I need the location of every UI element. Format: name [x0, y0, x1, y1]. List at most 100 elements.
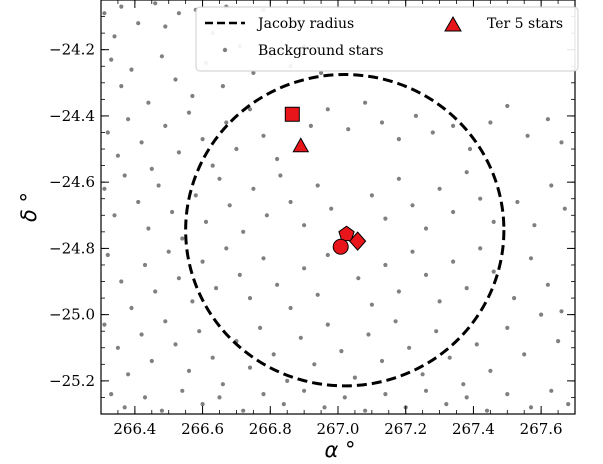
background-star-point: [325, 107, 330, 112]
background-star-point: [423, 272, 429, 277]
background-star-point: [200, 259, 205, 264]
background-star-point: [511, 296, 517, 301]
y-tick-label: −24.2: [49, 41, 95, 59]
background-star-point: [549, 388, 554, 393]
background-star-point: [261, 133, 266, 138]
background-star-point: [176, 150, 181, 155]
background-star-point: [136, 199, 141, 205]
background-star-point: [437, 299, 442, 304]
background-star-point: [214, 286, 219, 291]
background-star-point: [139, 332, 144, 337]
legend-box: [195, 6, 579, 72]
background-star-point: [369, 302, 374, 307]
background-star-point: [420, 372, 425, 377]
background-star-point: [302, 223, 307, 228]
background-star-point: [149, 358, 154, 364]
jacoby-radius-circle: [184, 73, 506, 388]
background-star-point: [322, 405, 327, 410]
ter5-triangle-point: [292, 137, 310, 153]
x-tick-label: 267.2: [384, 420, 427, 438]
background-star-point: [200, 402, 205, 407]
x-tick-label: 266.8: [249, 420, 292, 438]
background-star-point: [423, 226, 429, 231]
background-star-point: [217, 395, 222, 400]
background-star-point: [173, 342, 178, 347]
background-star-point: [156, 183, 161, 188]
x-tick-label: 267.0: [317, 420, 360, 438]
background-star-point: [275, 156, 280, 162]
background-star-point: [119, 84, 124, 89]
background-star-point: [329, 206, 334, 211]
background-star-point: [180, 388, 185, 393]
background-star-point: [464, 395, 469, 400]
background-star-point: [122, 405, 127, 410]
background-star-point: [396, 289, 401, 294]
background-star-point: [220, 84, 225, 89]
background-star-point: [119, 4, 124, 9]
ter5-diamond-point: [348, 231, 367, 251]
background-star-point: [115, 345, 120, 350]
ter5-stars-layer: [284, 106, 367, 255]
background-star-point: [423, 388, 429, 393]
background-star-point: [464, 170, 469, 175]
background-star-point: [410, 203, 415, 208]
background-star-point: [308, 123, 313, 128]
background-star-point: [559, 140, 564, 145]
x-tick-label: 267.4: [452, 420, 495, 438]
background-star-point: [363, 408, 368, 413]
background-star-point: [146, 100, 151, 105]
background-star-point: [396, 137, 401, 142]
background-star-point: [126, 117, 131, 122]
background-star-point: [203, 219, 209, 224]
background-star-point: [356, 276, 361, 281]
background-star-point: [190, 93, 195, 99]
background-star-point: [545, 117, 551, 122]
background-star-point: [126, 372, 131, 377]
background-star-point: [163, 319, 168, 324]
background-star-point: [410, 249, 415, 254]
background-star-point: [142, 395, 148, 400]
background-star-point: [102, 322, 107, 327]
background-star-point: [407, 345, 412, 350]
background-star-point: [278, 173, 283, 178]
background-star-point: [522, 352, 527, 357]
background-star-point: [549, 183, 554, 188]
background-star-point: [379, 120, 385, 125]
background-star-point: [342, 395, 347, 400]
background-star-point: [437, 186, 442, 191]
background-star-point: [528, 256, 534, 261]
background-star-point: [396, 176, 401, 181]
background-star-point: [515, 199, 520, 205]
x-tick-label: 266.4: [113, 420, 156, 438]
background-star-point: [545, 282, 551, 287]
background-star-point: [193, 193, 198, 198]
background-star-point: [451, 123, 456, 128]
background-star-point: [176, 11, 181, 16]
background-star-point: [102, 11, 107, 16]
background-star-point: [383, 392, 388, 397]
background-star-point: [474, 342, 479, 347]
background-star-point: [217, 176, 222, 181]
background-star-point: [176, 276, 181, 281]
background-star-point: [447, 355, 452, 360]
background-star-point: [281, 402, 286, 407]
legend-background-dot-icon: [222, 47, 228, 53]
background-star-point: [122, 173, 127, 178]
background-star-point: [325, 252, 330, 258]
background-star-point: [484, 408, 490, 413]
background-star-point: [491, 219, 496, 224]
background-star-point: [478, 246, 483, 251]
background-star-point: [258, 325, 263, 330]
background-star-point: [444, 402, 449, 407]
y-tick-label: −25.2: [49, 372, 95, 390]
background-star-point: [559, 309, 564, 314]
background-star-point: [197, 329, 202, 334]
background-star-point: [224, 120, 229, 125]
background-star-point: [505, 103, 510, 109]
axes: 266.4 266.6 266.8 267.0 267.2 267.4 267.6 −25.2…: [49, 0, 576, 438]
background-star-point: [271, 352, 276, 357]
background-star-point: [464, 286, 469, 291]
background-star-point: [136, 21, 141, 26]
background-star-point: [352, 375, 357, 380]
jacoby-radius-layer: [184, 73, 506, 388]
